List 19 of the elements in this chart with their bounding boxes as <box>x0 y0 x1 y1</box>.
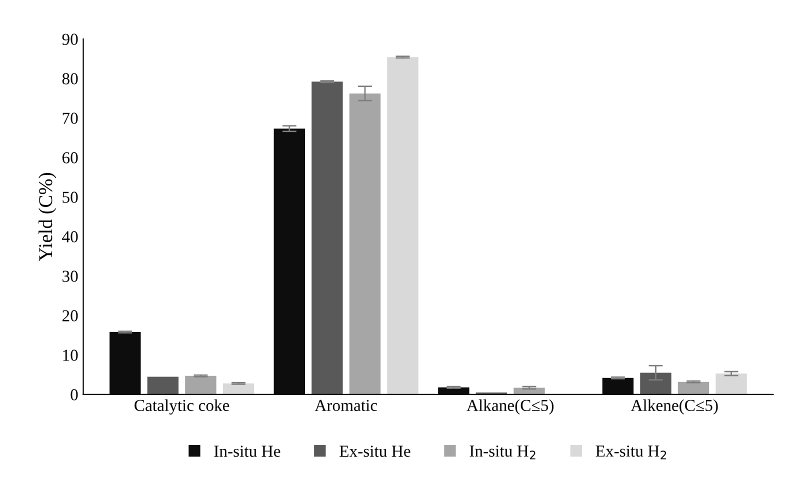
x-tick-label: Aromatic <box>314 400 378 412</box>
x-tick-label: Catalytic coke <box>134 399 230 414</box>
y-tick-label: 0 <box>70 389 78 400</box>
y-tick-label: 60 <box>62 152 78 164</box>
x-tick-label: Alkene(C≤5) <box>630 399 718 414</box>
y-tick-label: 40 <box>62 231 78 242</box>
y-tick-label: 20 <box>62 310 78 322</box>
legend-label: Ex-situ H$_{2}$ <box>596 446 666 460</box>
y-tick-label: 50 <box>62 192 78 203</box>
y-axis-title: Yield (C%) <box>38 173 56 262</box>
y-tick-label: 80 <box>62 73 78 84</box>
legend-label: In-situ H$_{2}$ <box>470 446 536 460</box>
y-tick-label: 70 <box>62 112 78 124</box>
x-tick-label: Alkane(C≤5) <box>466 399 554 414</box>
y-tick-label: 10 <box>63 350 78 361</box>
legend-label: In-situ He <box>214 446 280 457</box>
y-tick-label: 90 <box>62 34 78 45</box>
legend-label: Ex-situ He <box>340 446 410 457</box>
y-tick-label: 30 <box>62 270 78 282</box>
